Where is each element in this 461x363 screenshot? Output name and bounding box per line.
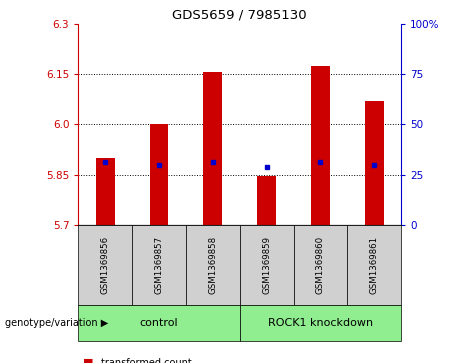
Text: GSM1369861: GSM1369861: [370, 236, 378, 294]
Text: genotype/variation ▶: genotype/variation ▶: [5, 318, 108, 328]
Text: control: control: [140, 318, 178, 328]
Bar: [257, 176, 276, 225]
Text: ROCK1 knockdown: ROCK1 knockdown: [268, 318, 373, 328]
Text: GSM1369859: GSM1369859: [262, 236, 271, 294]
Text: GSM1369857: GSM1369857: [154, 236, 164, 294]
Bar: [203, 72, 222, 225]
Bar: [150, 124, 168, 225]
Title: GDS5659 / 7985130: GDS5659 / 7985130: [172, 8, 307, 21]
Text: GSM1369860: GSM1369860: [316, 236, 325, 294]
Text: ■: ■: [83, 358, 94, 363]
Text: GSM1369858: GSM1369858: [208, 236, 217, 294]
Text: transformed count: transformed count: [101, 358, 192, 363]
Bar: [311, 66, 330, 225]
Bar: [96, 158, 115, 225]
Bar: [365, 101, 384, 225]
Text: GSM1369856: GSM1369856: [101, 236, 110, 294]
